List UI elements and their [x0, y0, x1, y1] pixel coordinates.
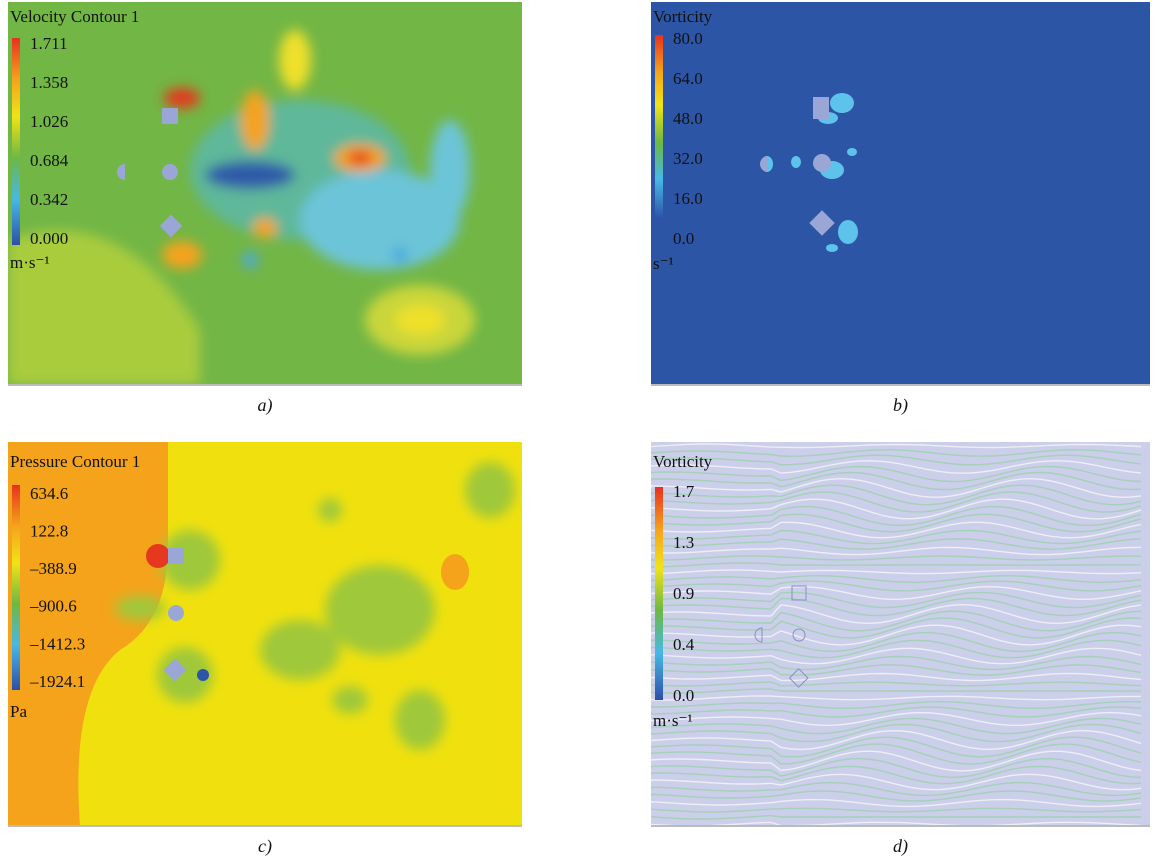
scale-label: 16.0 — [673, 189, 703, 208]
scale-label: –900.6 — [29, 597, 77, 616]
caption: b) — [893, 395, 908, 416]
figure: Velocity Contour 1 1.711 1.358 1.026 0.684 0.… — [0, 0, 1158, 860]
streamline-plot — [651, 442, 1150, 834]
scale-label: –1412.3 — [29, 634, 85, 653]
panel-title: Velocity Contour 1 — [10, 7, 139, 26]
scale-label: 122.8 — [30, 522, 68, 541]
scale-label: 64.0 — [673, 69, 703, 88]
panel-title: Vorticity — [653, 7, 713, 26]
vorticity-contour — [651, 2, 1150, 385]
panel-title: Pressure Contour 1 — [10, 452, 140, 471]
scale-label: 0.0 — [673, 686, 694, 705]
scale-label: 0.684 — [30, 151, 69, 170]
colorbar — [12, 38, 20, 245]
caption: a) — [258, 395, 273, 416]
panel-title: Vorticity — [653, 452, 713, 471]
colorbar — [12, 485, 20, 690]
unit-label: s⁻¹ — [653, 254, 674, 273]
scale-label: 1.7 — [673, 482, 695, 501]
colorbar — [655, 35, 663, 220]
scale-label: 0.000 — [30, 229, 68, 248]
scale-label: 80.0 — [673, 29, 703, 48]
colorbar — [655, 487, 663, 700]
scale-label: 1.3 — [673, 533, 694, 552]
scale-label: 0.9 — [673, 584, 694, 603]
scale-label: –388.9 — [29, 559, 77, 578]
scale-label: 634.6 — [30, 484, 68, 503]
scale-label: 0.0 — [673, 229, 694, 248]
velocity-contour — [8, 2, 522, 385]
scale-label: 1.026 — [30, 112, 68, 131]
scale-label: 1.711 — [30, 34, 68, 53]
unit-label: Pa — [10, 702, 27, 721]
caption: c) — [258, 836, 272, 857]
unit-label: m·s⁻¹ — [653, 711, 693, 730]
scale-label: –1924.1 — [29, 672, 85, 691]
scale-label: 32.0 — [673, 149, 703, 168]
scale-label: 0.342 — [30, 190, 68, 209]
streamline — [651, 828, 1141, 835]
scale-label: 0.4 — [673, 635, 695, 654]
scale-label: 48.0 — [673, 109, 703, 128]
scale-label: 1.358 — [30, 73, 68, 92]
unit-label: m·s⁻¹ — [10, 253, 50, 272]
caption: d) — [893, 836, 908, 857]
